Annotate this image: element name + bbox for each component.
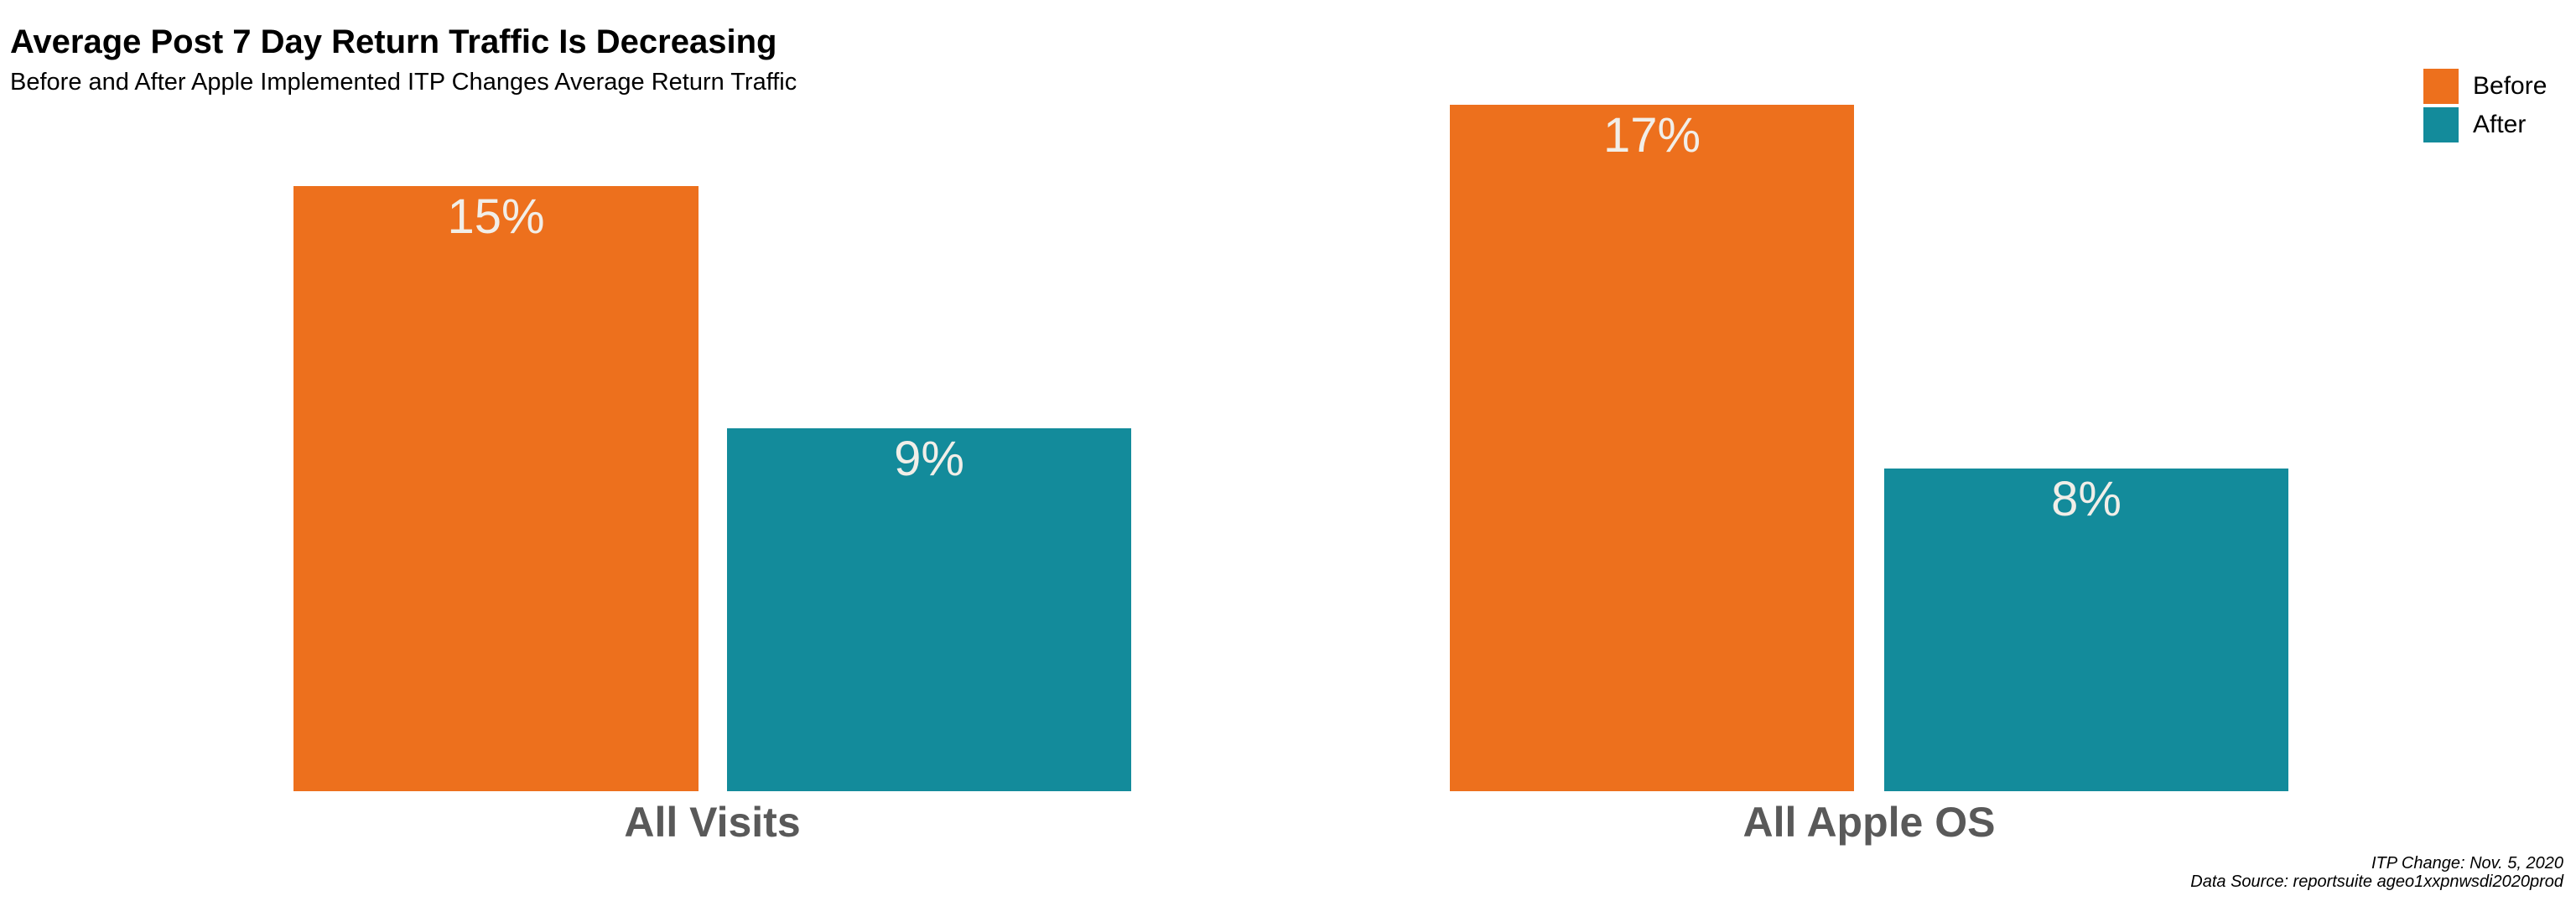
bar-all-visits-before: 15% <box>293 186 699 791</box>
bar-all-apple-os-before: 17% <box>1450 105 1854 791</box>
legend-label-after: After <box>2473 111 2527 138</box>
category-label-all-visits: All Visits <box>624 799 801 846</box>
legend-label-before: Before <box>2473 72 2547 100</box>
footnote-line-data-source: Data Source: reportsuite ageo1xxpnwsdi20… <box>2190 873 2563 891</box>
bar-all-visits-after: 9% <box>727 428 1131 791</box>
legend: Before After <box>2423 69 2547 146</box>
bar-value-label-all-apple-os-before: 17% <box>1602 108 1701 163</box>
bar-value-label-all-visits-before: 15% <box>447 189 545 244</box>
chart-title: Average Post 7 Day Return Traffic Is Dec… <box>10 23 777 60</box>
footnote: ITP Change: Nov. 5, 2020 Data Source: re… <box>2190 854 2563 891</box>
chart-header: Average Post 7 Day Return Traffic Is Dec… <box>10 22 797 97</box>
bar-value-label-all-apple-os-after: 8% <box>2051 472 2122 526</box>
legend-item-before: Before <box>2423 69 2547 104</box>
bar-value-label-all-visits-after: 9% <box>894 432 964 486</box>
bar-all-apple-os-after: 8% <box>1884 469 2288 791</box>
legend-swatch-after-icon <box>2423 107 2459 142</box>
footnote-line-itp-change: ITP Change: Nov. 5, 2020 <box>2371 854 2563 873</box>
legend-item-after: After <box>2423 107 2547 142</box>
category-label-all-apple-os: All Apple OS <box>1742 799 1996 846</box>
legend-swatch-before-icon <box>2423 69 2459 104</box>
chart-subtitle: Before and After Apple Implemented ITP C… <box>10 69 797 96</box>
plot-area: 15% 9% 17% 8% <box>293 105 2288 791</box>
